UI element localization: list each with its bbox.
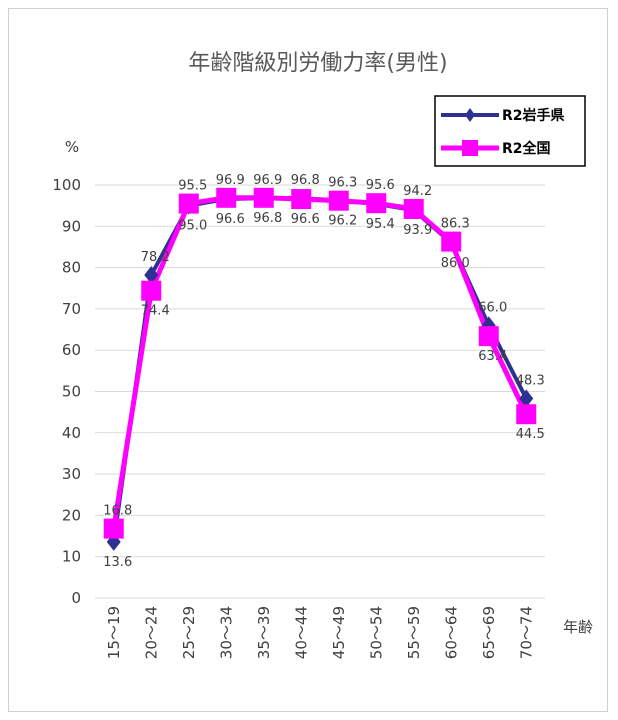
x-tick-label: 40～44 [292,606,310,659]
y-tick-label: 40 [62,424,81,442]
data-label-series-2: 63.4 [478,349,507,364]
data-label-series-1: 95.4 [366,217,395,232]
x-tick-label: 70～74 [517,606,535,659]
data-label-series-2: 95.5 [178,179,207,194]
series-markers [103,187,537,551]
point-series-2 [178,193,199,214]
data-label-series-2: 95.6 [366,178,395,193]
legend: R2岩手県 R2全国 [434,95,586,167]
x-axis-title: 年齢 [563,618,593,636]
data-label-series-1: 78.2 [141,250,170,265]
y-tick-label: 80 [62,259,81,277]
point-series-2 [103,518,124,539]
x-tick-labels: 15～19 20～24 25～29 30～34 35～39 40～44 45～49 50～54… [105,606,536,659]
point-series-2 [366,193,387,214]
data-label-series-1: 93.9 [403,223,432,238]
point-series-2 [478,326,499,347]
x-tick-label: 15～19 [105,606,123,659]
x-tick-label: 55～59 [405,606,423,659]
y-tick-label: 0 [71,589,81,607]
data-label-series-1: 96.3 [328,175,357,190]
legend-marker-series-1 [465,108,475,122]
data-label-series-1: 66.0 [478,300,507,315]
point-series-2 [328,190,349,211]
data-label-series-2: 16.8 [103,504,132,519]
data-label-series-2: 94.2 [403,184,432,199]
data-label-series-1: 96.6 [216,212,245,227]
gridlines [95,184,545,599]
data-label-series-1: 13.6 [103,555,132,570]
point-series-2 [291,189,312,210]
y-axis-unit-label: % [65,138,79,156]
y-tick-label: 100 [52,176,81,194]
point-series-2 [403,198,424,219]
data-label-series-2: 96.2 [328,214,357,229]
x-tick-label: 20～24 [142,606,160,659]
x-tick-label: 45～49 [330,606,348,659]
x-tick-label: 50～54 [367,606,385,659]
series-lines [111,195,529,543]
data-label-series-2: 74.4 [141,304,170,319]
legend-label-series-2: R2全国 [502,140,551,157]
data-label-series-2: 96.9 [216,173,245,188]
data-label-series-1: 96.8 [291,173,320,188]
x-tick-label: 65～69 [480,606,498,659]
series-line-1 [111,196,529,543]
x-tick-label: 25～29 [180,606,198,659]
x-tick-label: 30～34 [217,606,235,659]
y-tick-label: 50 [62,383,81,401]
chart-title: 年齢階級別労働力率(男性) [188,51,447,76]
y-tick-label: 70 [62,300,81,318]
legend-box [434,95,586,167]
point-series-2 [141,280,162,301]
data-label-series-2: 96.6 [291,212,320,227]
point-series-1 [519,389,534,408]
point-series-1 [144,266,159,285]
y-tick-label: 60 [62,341,81,359]
y-tick-label: 10 [62,548,81,566]
point-series-2 [253,187,274,208]
series-line-2 [111,195,529,530]
data-label-series-1: 95.0 [178,219,207,234]
point-series-2 [441,231,462,252]
point-series-2 [216,187,237,208]
data-label-series-1: 86.0 [441,256,470,271]
y-tick-label: 90 [62,217,81,235]
y-tick-label: 20 [62,506,81,524]
data-label-series-1: 96.8 [253,211,282,226]
data-label-series-2: 96.9 [253,173,282,188]
data-label-series-2: 44.5 [516,427,545,442]
point-series-2 [516,404,537,425]
x-tick-label: 60～64 [442,606,460,659]
data-label-series-2: 86.3 [441,217,470,232]
data-label-series-1: 48.3 [516,374,545,389]
legend-label-series-1: R2岩手県 [502,107,565,124]
legend-marker-series-2 [462,140,478,156]
y-tick-labels: 0 10 20 30 40 50 60 70 80 90 100 [52,176,81,607]
y-tick-label: 30 [62,465,81,483]
data-labels: 13.6 78.2 95.0 96.6 96.8 96.8 96.3 95.4 93.9 86.0… [103,173,544,570]
x-tick-label: 35～39 [255,606,273,659]
